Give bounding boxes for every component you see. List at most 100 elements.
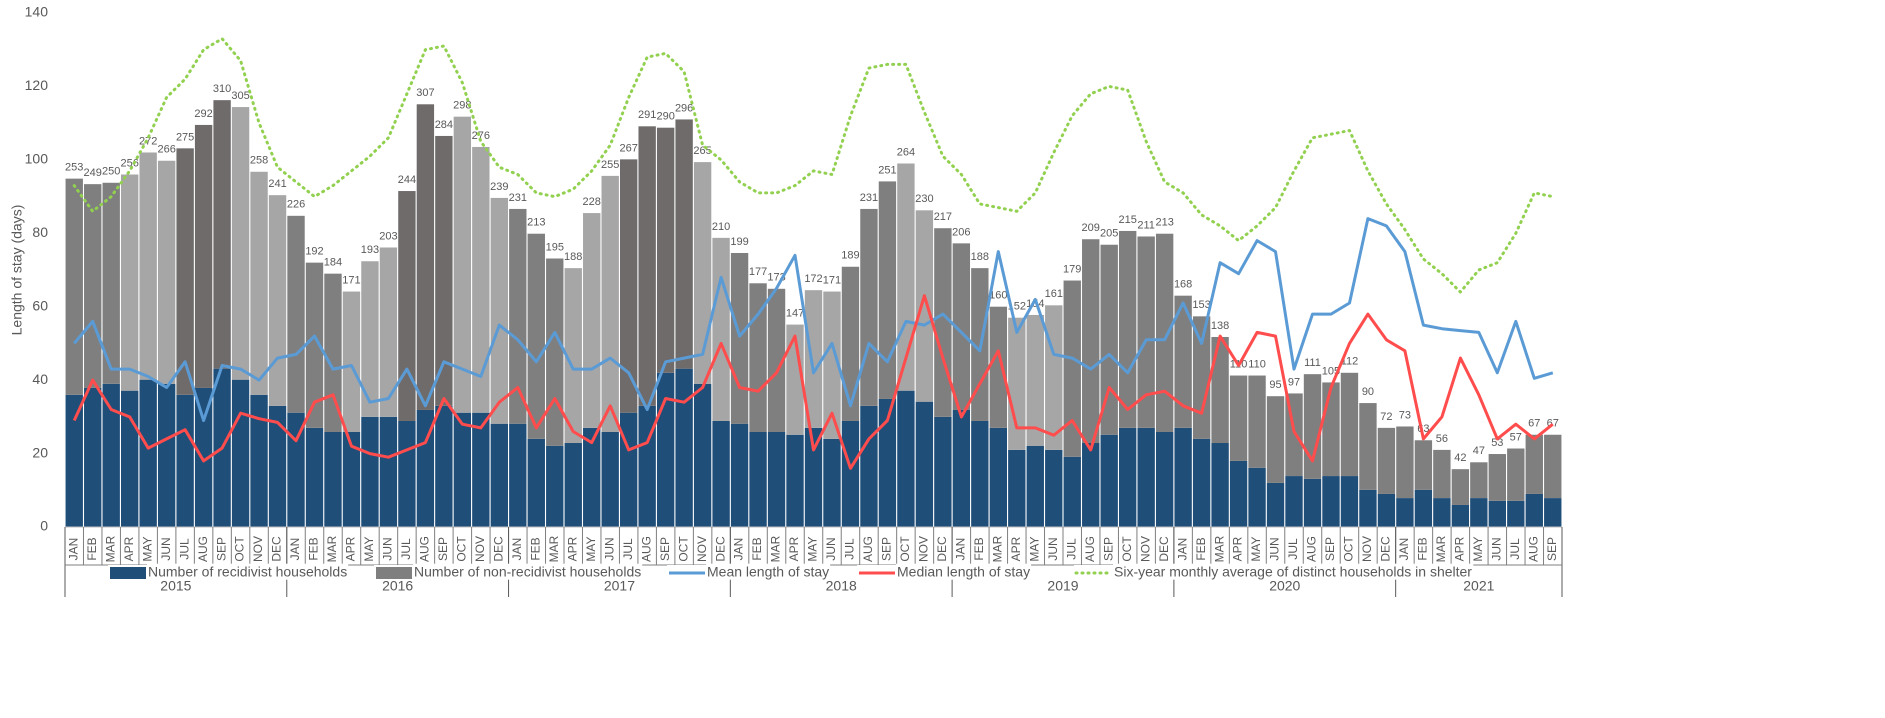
bar-segment: [730, 423, 749, 527]
bar-segment: [601, 175, 619, 432]
bar-total-label: 217: [934, 211, 952, 223]
bar-total-label: 255: [601, 159, 619, 171]
y-tick-label: 140: [25, 4, 49, 20]
bar-segment: [1155, 431, 1174, 527]
x-tick-label: AUG: [639, 536, 653, 562]
x-tick-label: DEC: [1157, 536, 1171, 562]
bar-total-label: 258: [250, 155, 268, 167]
bar-total-label: 193: [361, 244, 379, 256]
x-tick-label: AUG: [418, 536, 432, 562]
x-tick-label: JAN: [288, 538, 302, 561]
x-tick-label: JAN: [1397, 538, 1411, 561]
x-tick-label: SEP: [658, 537, 672, 561]
x-tick-label: MAY: [806, 536, 820, 561]
bar-segment: [915, 210, 934, 402]
bar-segment: [250, 394, 268, 527]
bar-segment: [1211, 443, 1229, 527]
x-tick-label: DEC: [270, 536, 284, 562]
bar-segment: [435, 405, 453, 527]
bar-segment: [213, 100, 231, 369]
bar-segment: [583, 427, 601, 527]
legend-bg: [1113, 563, 1474, 580]
bar-total-label: 256: [121, 157, 139, 169]
x-tick-label: MAR: [1212, 535, 1226, 562]
bar-segment: [1063, 280, 1081, 457]
bar-total-label: 168: [1174, 279, 1192, 291]
bar-segment: [1470, 462, 1488, 499]
year-label: 2021: [1463, 578, 1494, 594]
bar-segment: [767, 431, 786, 527]
bar-total-label: 160: [989, 290, 1007, 302]
bar-segment: [1470, 498, 1488, 527]
x-tick-label: MAR: [103, 535, 117, 562]
bar-segment: [1451, 469, 1470, 505]
bar-segment: [416, 104, 435, 410]
bar-segment: [268, 405, 287, 527]
bar-total-label: 251: [878, 164, 896, 176]
bar-segment: [971, 420, 989, 527]
bar-segment: [139, 379, 157, 527]
bar-segment: [120, 390, 139, 527]
bar-segment: [675, 119, 693, 369]
bar-total-label: 111: [1304, 357, 1321, 369]
bar-total-label: 147: [786, 308, 804, 320]
x-tick-label: MAR: [547, 535, 561, 562]
y-tick-label: 20: [32, 444, 48, 460]
bar-total-label: 250: [102, 166, 120, 178]
bar-segment: [398, 191, 416, 421]
x-tick-label: APR: [344, 536, 358, 561]
bar-segment: [84, 387, 102, 527]
x-tick-label: MAY: [584, 536, 598, 561]
year-label: 2015: [160, 578, 191, 594]
x-tick-label: MAR: [1434, 535, 1448, 562]
legend-bg: [147, 563, 349, 580]
x-tick-label: OCT: [1120, 536, 1134, 562]
x-tick-label: SEP: [1101, 537, 1115, 561]
bar-segment: [915, 401, 934, 527]
bar-segment: [786, 434, 804, 527]
bar-segment: [1322, 382, 1340, 477]
x-tick-label: SEP: [214, 537, 228, 561]
bar-segment: [342, 291, 361, 432]
bar-segment: [1118, 427, 1137, 527]
bar-segment: [342, 431, 361, 527]
bar-segment: [1359, 489, 1377, 527]
bar-segment: [767, 288, 786, 432]
bar-total-label: 290: [656, 111, 674, 123]
x-tick-label: JUN: [381, 537, 395, 560]
bar-segment: [1248, 375, 1266, 468]
bar-segment: [1174, 427, 1192, 527]
bar-total-label: 53: [1491, 437, 1503, 449]
bar-total-label: 292: [194, 108, 212, 120]
x-tick-label: FEB: [528, 537, 542, 560]
bar-segment: [1008, 317, 1026, 450]
bar-segment: [490, 423, 509, 527]
bar-segment: [102, 383, 120, 527]
x-tick-label: FEB: [85, 537, 99, 560]
bar-total-label: 42: [1454, 452, 1466, 464]
bar-total-label: 253: [65, 162, 83, 174]
bar-total-label: 153: [1192, 299, 1210, 311]
x-tick-label: OCT: [1342, 536, 1356, 562]
x-tick-label: MAY: [362, 536, 376, 561]
bar-segment: [1026, 314, 1044, 446]
bar-segment: [1433, 498, 1451, 527]
bar-segment: [1525, 434, 1543, 494]
legend-bg: [413, 563, 643, 580]
bar-total-label: 138: [1211, 320, 1229, 332]
y-tick-label: 0: [40, 518, 48, 534]
bar-total-label: 210: [712, 221, 730, 233]
bar-segment: [176, 394, 194, 527]
legend-label: Number of recidivist households: [148, 564, 347, 580]
x-tick-label: JUN: [824, 537, 838, 560]
bar-segment: [1377, 493, 1396, 527]
bar-segment: [1544, 498, 1562, 527]
bar-segment: [1488, 500, 1507, 527]
bar-segment: [1451, 504, 1470, 527]
legend-label: Six-year monthly average of distinct hou…: [1114, 564, 1472, 580]
bar-segment: [860, 405, 878, 527]
bar-segment: [989, 306, 1008, 428]
bar-total-label: 67: [1528, 418, 1540, 430]
bar-segment: [324, 273, 342, 432]
